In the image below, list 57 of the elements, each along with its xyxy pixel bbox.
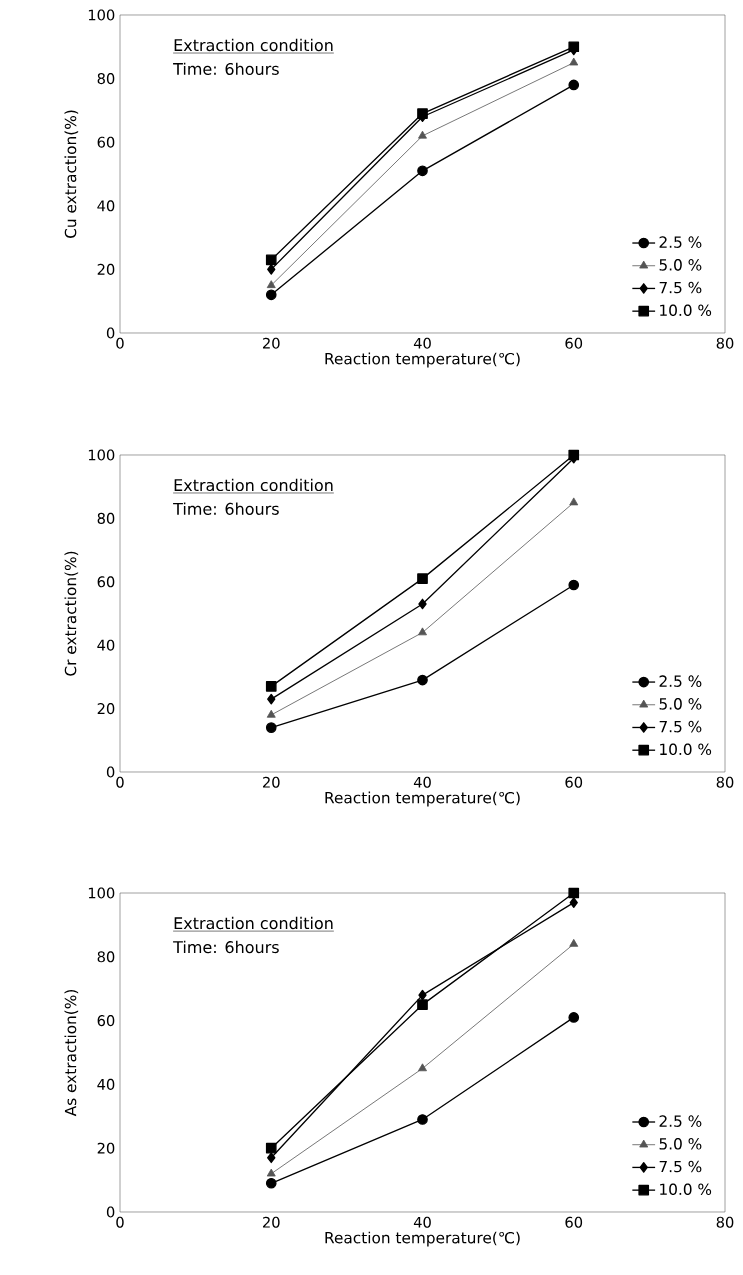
y-tick-label: 80 bbox=[97, 951, 115, 963]
x-tick-label: 40 bbox=[413, 776, 431, 788]
x-tick-label: 0 bbox=[116, 1216, 124, 1228]
y-tick-label: 60 bbox=[97, 1015, 115, 1027]
x-axis-title: Reaction temperature(℃) bbox=[325, 352, 520, 368]
x-tick-label: 80 bbox=[716, 776, 734, 788]
y-tick-label: 40 bbox=[97, 1078, 115, 1090]
annotation: Extraction condition bbox=[174, 478, 333, 492]
y-tick-label: 40 bbox=[97, 639, 115, 651]
legend-label: 10.0 % bbox=[660, 743, 712, 756]
y-tick-label: 20 bbox=[97, 1142, 115, 1154]
y-tick-label: 60 bbox=[97, 136, 115, 148]
annotation: Extraction condition bbox=[174, 916, 333, 930]
legend-label: 10.0 % bbox=[660, 1183, 712, 1196]
y-axis-title: Cu extraction(%) bbox=[64, 110, 79, 238]
x-axis-title: Reaction temperature(℃) bbox=[325, 1231, 520, 1247]
legend-label: 7.5 % bbox=[659, 720, 702, 733]
y-tick-label: 100 bbox=[88, 9, 115, 21]
annotation: Extraction condition bbox=[174, 38, 333, 52]
legend-label: 7.5 % bbox=[659, 281, 702, 294]
y-tick-label: 80 bbox=[97, 73, 115, 85]
annotation: Time: 6hours bbox=[173, 62, 279, 76]
x-tick-label: 40 bbox=[413, 337, 431, 349]
legend-label: 10.0 % bbox=[660, 304, 712, 317]
legend-label: 5.0 % bbox=[659, 698, 702, 710]
y-tick-label: 0 bbox=[106, 1206, 115, 1218]
x-axis-title: Reaction temperature(℃) bbox=[325, 791, 520, 807]
x-tick-label: 20 bbox=[262, 776, 280, 788]
y-tick-label: 0 bbox=[106, 766, 115, 778]
y-tick-label: 20 bbox=[97, 703, 115, 715]
y-axis-title: As extraction(%) bbox=[64, 989, 79, 1117]
legend-label: 7.5 % bbox=[659, 1160, 702, 1173]
y-tick-label: 80 bbox=[97, 512, 115, 524]
y-axis-title: Cr extraction(%) bbox=[64, 551, 79, 676]
y-tick-label: 100 bbox=[88, 449, 115, 461]
x-tick-label: 40 bbox=[413, 1216, 431, 1228]
y-tick-label: 40 bbox=[97, 200, 115, 212]
legend-label: 5.0 % bbox=[659, 1138, 702, 1150]
x-tick-label: 60 bbox=[565, 1216, 583, 1228]
legend-label: 2.5 % bbox=[659, 236, 702, 248]
legend-label: 5.0 % bbox=[659, 259, 702, 271]
y-tick-label: 60 bbox=[97, 576, 115, 588]
x-tick-label: 20 bbox=[262, 337, 280, 349]
x-tick-label: 0 bbox=[116, 337, 124, 349]
x-tick-label: 80 bbox=[716, 1216, 734, 1228]
y-tick-label: 20 bbox=[97, 263, 115, 275]
legend-label: 2.5 % bbox=[659, 675, 702, 687]
annotation: Time: 6hours bbox=[173, 940, 279, 954]
x-tick-label: 0 bbox=[116, 776, 124, 788]
x-tick-label: 80 bbox=[716, 337, 734, 349]
x-tick-label: 60 bbox=[565, 776, 583, 788]
x-tick-label: 20 bbox=[262, 1216, 280, 1228]
y-tick-label: 0 bbox=[106, 327, 115, 339]
y-tick-label: 100 bbox=[88, 887, 115, 899]
annotation: Time: 6hours bbox=[173, 502, 279, 515]
x-tick-label: 60 bbox=[565, 337, 583, 349]
legend-label: 2.5 % bbox=[659, 1115, 702, 1127]
